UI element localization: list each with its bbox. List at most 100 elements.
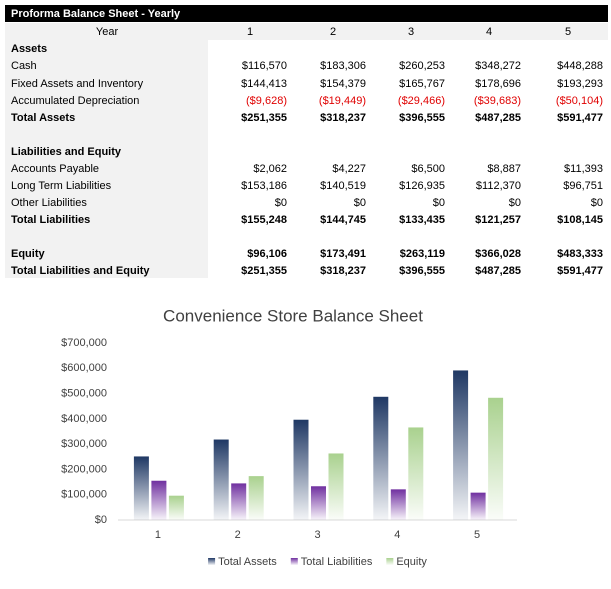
bar bbox=[231, 483, 247, 520]
row-label: Liabilities and Equity bbox=[11, 146, 122, 158]
year-header: 3 bbox=[408, 26, 414, 38]
y-tick-label: $0 bbox=[95, 514, 107, 526]
cell: $155,248 bbox=[241, 214, 287, 226]
bar bbox=[488, 397, 504, 520]
year-row bbox=[5, 23, 608, 40]
cell: $108,145 bbox=[557, 214, 603, 226]
x-tick-label: 1 bbox=[155, 529, 161, 541]
row-label: Other Liabilities bbox=[11, 197, 87, 209]
y-tick-label: $500,000 bbox=[61, 387, 107, 399]
cell: $133,435 bbox=[399, 214, 445, 226]
legend-label: Equity bbox=[396, 556, 427, 568]
y-tick-label: $100,000 bbox=[61, 489, 107, 501]
cell: ($29,466) bbox=[398, 95, 445, 107]
cell: $348,272 bbox=[475, 60, 521, 72]
cell: $116,570 bbox=[242, 60, 287, 72]
x-tick-label: 4 bbox=[394, 529, 400, 541]
x-tick-label: 5 bbox=[474, 529, 480, 541]
year-label: Year bbox=[96, 26, 119, 38]
cell: $8,887 bbox=[487, 163, 521, 175]
cell: $96,751 bbox=[563, 180, 603, 192]
cell: $183,306 bbox=[320, 60, 366, 72]
cell: $483,333 bbox=[557, 248, 603, 260]
bar bbox=[408, 427, 424, 520]
year-header: 5 bbox=[565, 26, 571, 38]
cell: $0 bbox=[354, 197, 366, 209]
bar bbox=[151, 480, 167, 520]
cell: $178,696 bbox=[475, 78, 521, 90]
cell: $263,119 bbox=[400, 248, 445, 260]
cell: $112,370 bbox=[476, 180, 521, 192]
x-tick-label: 2 bbox=[235, 529, 241, 541]
cell: $96,106 bbox=[247, 248, 287, 260]
y-tick-label: $600,000 bbox=[61, 362, 107, 374]
cell: $144,413 bbox=[241, 78, 287, 90]
row-label: Fixed Assets and Inventory bbox=[11, 78, 144, 90]
cell: $165,767 bbox=[399, 78, 445, 90]
cell: $0 bbox=[275, 197, 287, 209]
cell: $366,028 bbox=[475, 248, 521, 260]
cell: $487,285 bbox=[475, 112, 521, 124]
legend-marker bbox=[386, 558, 394, 565]
cell: $140,519 bbox=[320, 180, 366, 192]
cell: $0 bbox=[509, 197, 521, 209]
year-header: 1 bbox=[247, 26, 253, 38]
cell: $2,062 bbox=[253, 163, 287, 175]
cell: $153,186 bbox=[241, 180, 287, 192]
y-tick-label: $300,000 bbox=[61, 438, 107, 450]
cell: ($19,449) bbox=[319, 95, 366, 107]
row-label: Assets bbox=[11, 43, 47, 55]
cell: ($39,683) bbox=[474, 95, 521, 107]
legend-marker bbox=[208, 558, 216, 565]
row-label: Total Liabilities and Equity bbox=[11, 265, 150, 277]
x-tick-label: 3 bbox=[314, 529, 320, 541]
bar bbox=[248, 476, 264, 520]
cell: $591,477 bbox=[557, 265, 603, 277]
legend-label: Total Liabilities bbox=[301, 556, 373, 568]
bar bbox=[293, 419, 309, 520]
cell: $318,237 bbox=[320, 112, 366, 124]
cell: ($50,104) bbox=[556, 95, 603, 107]
cell: $448,288 bbox=[557, 60, 603, 72]
legend-marker bbox=[290, 558, 298, 565]
row-label: Long Term Liabilities bbox=[11, 180, 112, 192]
bar bbox=[328, 453, 344, 520]
row-label: Total Liabilities bbox=[11, 214, 90, 226]
cell: $251,355 bbox=[241, 112, 287, 124]
row-label: Accounts Payable bbox=[11, 163, 99, 175]
bar bbox=[213, 439, 229, 520]
table-title: Proforma Balance Sheet - Yearly bbox=[11, 8, 181, 20]
cell: $0 bbox=[591, 197, 603, 209]
cell: $121,257 bbox=[475, 214, 521, 226]
cell: $318,237 bbox=[320, 265, 366, 277]
cell: $193,293 bbox=[557, 78, 603, 90]
legend-label: Total Assets bbox=[218, 556, 277, 568]
row-label: Total Assets bbox=[11, 112, 75, 124]
cell: $4,227 bbox=[332, 163, 366, 175]
cell: $0 bbox=[433, 197, 445, 209]
cell: $6,500 bbox=[411, 163, 445, 175]
cell: $126,935 bbox=[399, 180, 445, 192]
cell: $11,393 bbox=[564, 163, 603, 175]
cell: $260,253 bbox=[399, 60, 445, 72]
title-bar bbox=[5, 5, 608, 22]
label-column bbox=[5, 40, 208, 278]
y-tick-label: $400,000 bbox=[61, 413, 107, 425]
cell: ($9,628) bbox=[246, 95, 287, 107]
row-label: Cash bbox=[11, 60, 37, 72]
bar bbox=[133, 456, 149, 520]
cell: $487,285 bbox=[475, 265, 521, 277]
year-header: 2 bbox=[330, 26, 336, 38]
bar bbox=[470, 492, 486, 520]
cell: $591,477 bbox=[557, 112, 603, 124]
row-label: Equity bbox=[11, 248, 45, 260]
bar bbox=[311, 486, 326, 520]
cell: $173,491 bbox=[320, 248, 366, 260]
row-label: Accumulated Depreciation bbox=[11, 95, 139, 107]
y-tick-label: $200,000 bbox=[61, 463, 107, 475]
cell: $154,379 bbox=[320, 78, 366, 90]
cell: $144,745 bbox=[320, 214, 366, 226]
bar bbox=[168, 495, 184, 520]
